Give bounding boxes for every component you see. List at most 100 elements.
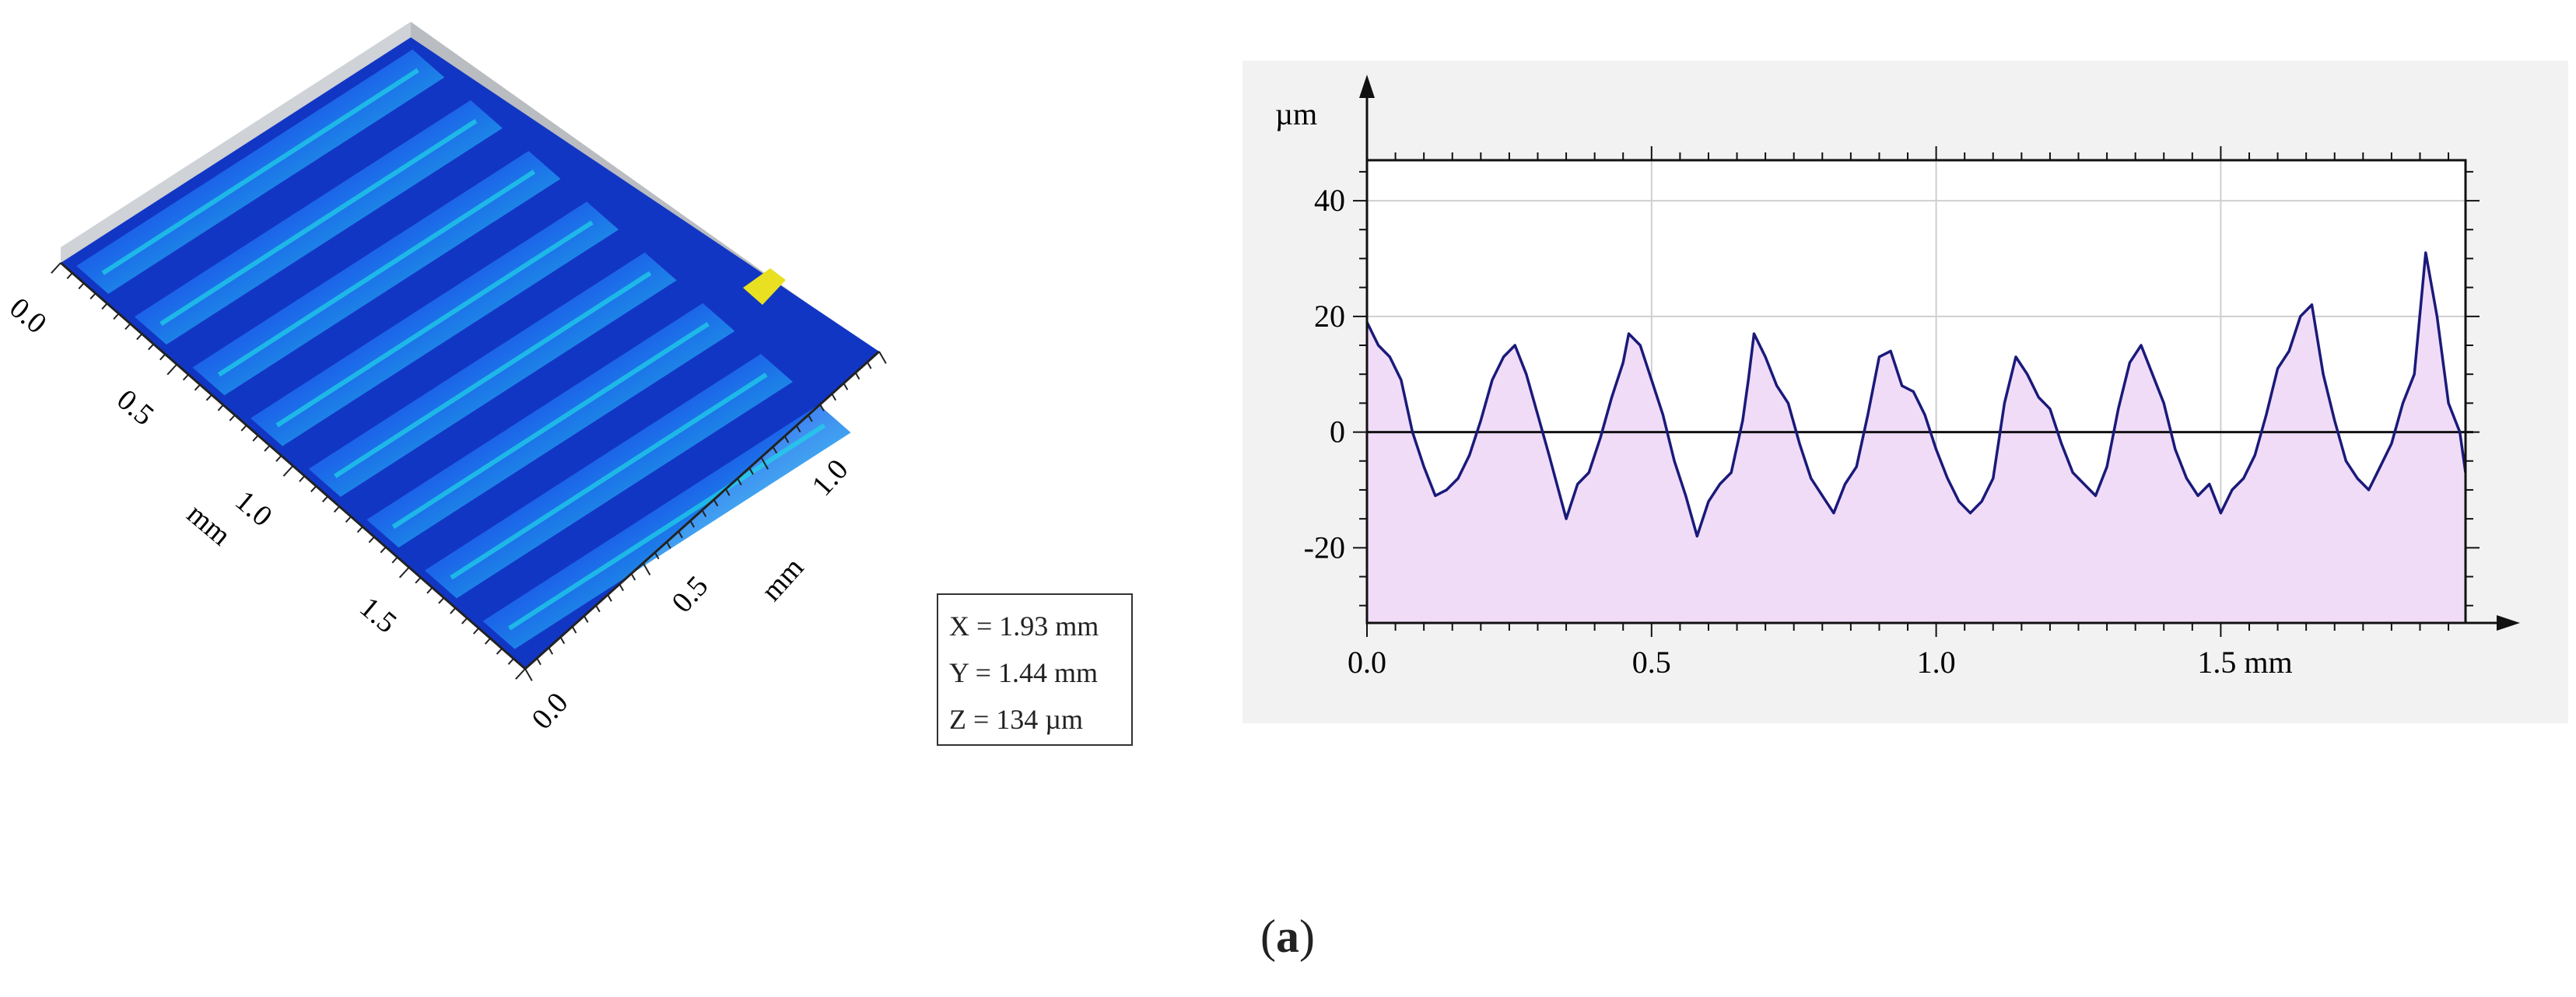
surface-x-tick [368,536,375,544]
surface-y-tick [808,415,813,422]
minor-ticks [1353,146,2480,637]
y-tick-label: 40 [1314,183,1345,218]
surface-x-tick [66,272,73,279]
profile-chart: 40 20 0 -20 0.0 0.5 1.0 1.5 mm µm [1275,75,2520,680]
y-tick-labels: 40 20 0 -20 [1304,183,1345,565]
y-tick-label: 20 [1314,299,1345,334]
surface-y-tick [654,551,660,560]
x-tick-labels: 0.0 0.5 1.0 1.5 mm [1348,645,2293,680]
y-axis-label: µm [1275,96,1317,131]
surface-x-tick [166,363,177,376]
surface-ridge-crest [101,68,419,275]
surface-x-tick [450,607,457,614]
surface-x-tick [159,353,166,361]
surface-y-tick [783,436,790,443]
surface-x-tick [182,373,189,381]
surface-x-tick [515,668,526,680]
surface-y-tick [583,615,589,623]
surface-x-tick [252,435,259,442]
surface-y-tick [831,393,837,401]
surface-ridge-crest [275,220,594,428]
surface-y-tick-label: 0.0 [525,687,574,736]
surface-y-tick [701,509,707,517]
surface-x-tick [333,505,340,513]
x-tick-label: 1.0 [1917,645,1956,680]
surface-x-tick-label: 1.5 [353,591,402,640]
y-tick-label: -20 [1304,530,1345,565]
surface-y-tick [748,467,754,475]
surface-x-tick [101,303,108,310]
surface-y-tick [878,351,887,364]
y-axis-arrowhead [1359,75,1375,98]
surface-x-unit: mm [180,498,237,552]
surface-ridge-crest [507,423,826,631]
surface-x-tick [299,475,306,482]
surface-x-axis [51,262,526,680]
surface-y-tick [619,583,625,592]
surface-x-tick [275,455,282,462]
y-tick-label: 0 [1330,415,1345,450]
surface-x-tick [78,282,85,289]
surface-x-tick [415,576,422,584]
surface-x-tick-label: 0.5 [110,383,159,432]
profile-series-line [1365,251,2467,538]
surface-ridge-crest [159,118,478,327]
dimension-y: Y = 1.44 mm [949,657,1098,688]
surface-y-tick [866,362,872,369]
surface-y-tick [559,636,566,645]
surface-x-tick [113,313,120,320]
surface-back-wall-left [61,22,411,263]
surface-y-tick [772,446,778,454]
dimension-z: Z = 134 µm [949,704,1084,735]
surface-x-tick [217,404,224,411]
dimension-x: X = 1.93 mm [949,610,1099,642]
surface-y-tick [678,530,683,539]
surface-x-tick [124,323,131,331]
surface-x-tick [310,485,317,492]
surface-y-tick [689,520,696,528]
surface-x-tick [496,648,503,655]
surface-y-tick [666,541,671,549]
surface-x-tick [264,445,271,452]
surface-x-tick [136,333,143,341]
x-axis-arrowhead [2497,615,2520,631]
surface-x-tick [380,546,387,554]
surface-y-tick [819,404,825,411]
surface-x-tick [89,292,96,300]
surface-x-tick [438,596,445,604]
surface-y-tick [713,499,719,507]
surface-y-tick [843,383,849,390]
surface-x-tick [51,262,61,274]
surface-y-tick [795,425,801,433]
surface-ridge-crest [450,373,768,580]
surface-y-unit: mm [755,551,810,607]
surface-x-tick [484,638,491,645]
profile-chart-panel: 40 20 0 -20 0.0 0.5 1.0 1.5 mm µm [1242,61,2568,723]
surface-y-tick-label: 1.0 [805,453,854,502]
surface-y-axis [524,351,887,681]
surface-y-tick [642,562,651,575]
surface-y-tick [854,372,860,380]
surface-x-tick [356,526,363,533]
surface-y-tick [595,604,601,613]
plot-frame [1365,159,2467,624]
surface-3d-view: 0.0 0.5 1.0 1.5 mm 0.0 0.5 1.0 mm [3,22,887,736]
surface-x-tick [461,617,468,624]
figure-label: (a) [1260,911,1315,962]
dimensions-box: X = 1.93 mm Y = 1.44 mm Z = 134 µm [937,593,1133,746]
surface-x-tick [398,566,410,579]
surface-x-tick [472,628,480,635]
x-tick-label: 1.5 mm [2197,645,2292,680]
surface-x-tick [391,556,398,564]
surface-y-tick [724,488,731,496]
surface-x-tick [194,383,201,391]
x-tick-label: 0.5 [1632,645,1671,680]
surface-y-tick [737,478,742,486]
surface-y-tick [548,647,554,655]
surface-y-tick [607,594,612,602]
surface-x-tick [282,465,294,477]
profile-area-fill [1367,253,2466,623]
surface-x-tick-label: 0.0 [3,292,52,341]
surface-y-tick-label: 0.5 [665,570,714,619]
surface-y-tick [760,457,769,470]
